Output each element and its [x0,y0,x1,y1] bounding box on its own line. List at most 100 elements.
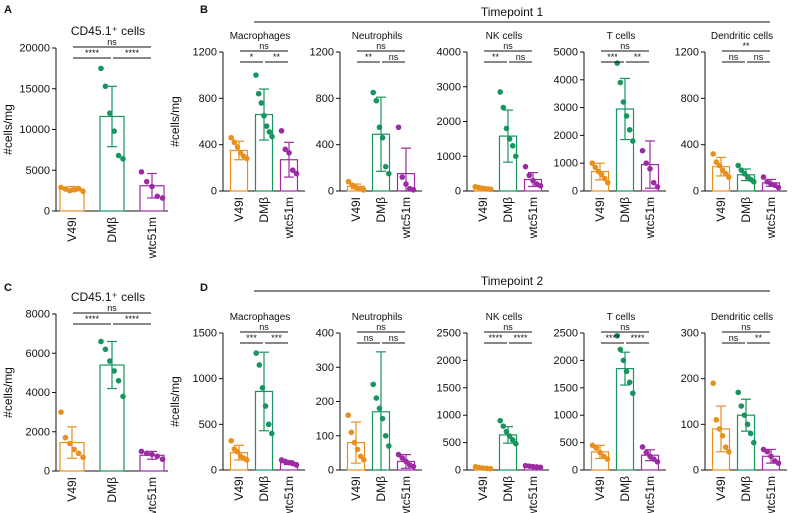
data-point [487,465,494,472]
data-point [512,153,519,160]
y-tick-label: 2000 [554,355,578,367]
x-tick-label: DMβ [105,477,119,503]
y-tick-label: 2000 [437,116,461,128]
data-point [379,415,386,422]
data-point [268,430,275,437]
data-point [234,144,241,150]
data-point [102,346,109,353]
x-tick-label: DMβ [739,476,753,502]
x-tick-label: wtc51m [145,217,159,259]
x-tick-label: wtc51m [399,476,413,513]
significance-label: *** [607,52,618,62]
data-point [722,444,729,450]
data-point [744,421,751,428]
x-tick-label: V49I [593,197,607,222]
chart-b-macrophages: 0 400 800 1200 Macrophages #cells/mg V49I DMβ wt… [168,31,305,239]
y-tick-label: 400 [681,139,699,151]
data-point [522,163,529,170]
data-point [71,187,77,193]
y-tick-label: 15000 [19,83,50,95]
chart-title: NK cells [486,31,523,42]
y-axis-label: #cells/mg [1,104,15,155]
y-tick-label: 2000 [437,355,461,367]
data-point [530,177,536,184]
significance-label: * [250,52,254,62]
y-tick-label: 800 [681,93,699,105]
data-point [111,368,117,374]
data-point [526,172,533,179]
x-tick-label: V49I [714,476,728,501]
chart-title: CD45.1⁺ cells [71,290,145,304]
y-tick-label: 400 [199,139,217,151]
data-point [639,147,646,154]
x-tick-label: V49I [349,197,363,222]
y-tick-label: 0 [693,465,699,477]
panel-letter-b: B [200,4,208,16]
y-tick-label: 0 [572,465,578,477]
data-point [617,79,624,86]
chart-b-t: 0 1000 2000 3000 4000 5000 T cells V49I DMβ wtc51… [554,31,666,239]
data-point [614,332,621,339]
data-point [376,124,383,131]
data-point [58,184,64,191]
data-point [107,110,113,116]
data-point [253,72,259,78]
data-point [617,346,624,353]
y-tick-label: 100 [681,419,699,431]
x-tick-label: wtc51m [643,197,657,239]
chart-a: 0 5000 10000 15000 20000 CD45.1⁺ cells #cells/… [1,24,168,259]
y-tick-label: 200 [316,396,334,408]
data-point [379,134,386,141]
data-point [382,163,389,170]
significance-label: ns [741,322,751,332]
y-tick-label: 1200 [193,47,217,59]
data-point [598,171,605,178]
significance-label: ns [376,41,386,51]
data-point [67,440,73,447]
y-tick-label: 10000 [19,124,50,136]
significance-label: **** [125,48,140,58]
data-point [345,178,352,185]
data-point [80,188,86,195]
significance-label: ns [376,322,386,332]
y-axis-label: #cells/mg [168,376,182,427]
data-point [67,187,73,194]
y-tick-label: 1500 [554,382,578,394]
data-point [710,380,717,387]
significance-label: **** [488,333,503,343]
data-point [399,174,406,180]
data-point [102,83,109,90]
data-point [647,165,653,172]
data-point [537,464,544,471]
y-tick-label: 0 [572,186,578,198]
data-point [497,417,504,424]
y-tick-label: 500 [443,437,461,449]
data-point [620,99,627,105]
data-point [768,453,774,460]
x-tick-label: DMβ [618,476,632,502]
data-point [111,128,117,134]
data-point [62,434,69,441]
data-point [286,149,292,156]
y-tick-label: 5000 [554,47,578,59]
chart-b-dendritic: 0 400 800 1200 Dendritic cells V49I DMβ wtc51m *… [675,31,787,239]
data-point [735,389,742,396]
data-point [395,124,402,131]
y-tick-label: 0 [455,465,461,477]
chart-title: Neutrophils [352,312,403,323]
chart-title: NK cells [486,312,523,323]
x-tick-label: DMβ [257,476,271,502]
data-point [399,455,406,461]
y-tick-label: 5000 [26,165,50,177]
data-point [262,403,269,409]
significance-label: ns [620,322,630,332]
data-point [243,457,250,463]
data-point [256,362,263,368]
data-point [716,162,723,169]
significance-label: ns [389,333,399,343]
y-tick-label: 1500 [437,382,461,394]
significance-label: ** [492,52,500,62]
data-point [58,409,64,415]
significance-label: ns [516,52,526,62]
y-tick-label: 800 [316,93,334,105]
